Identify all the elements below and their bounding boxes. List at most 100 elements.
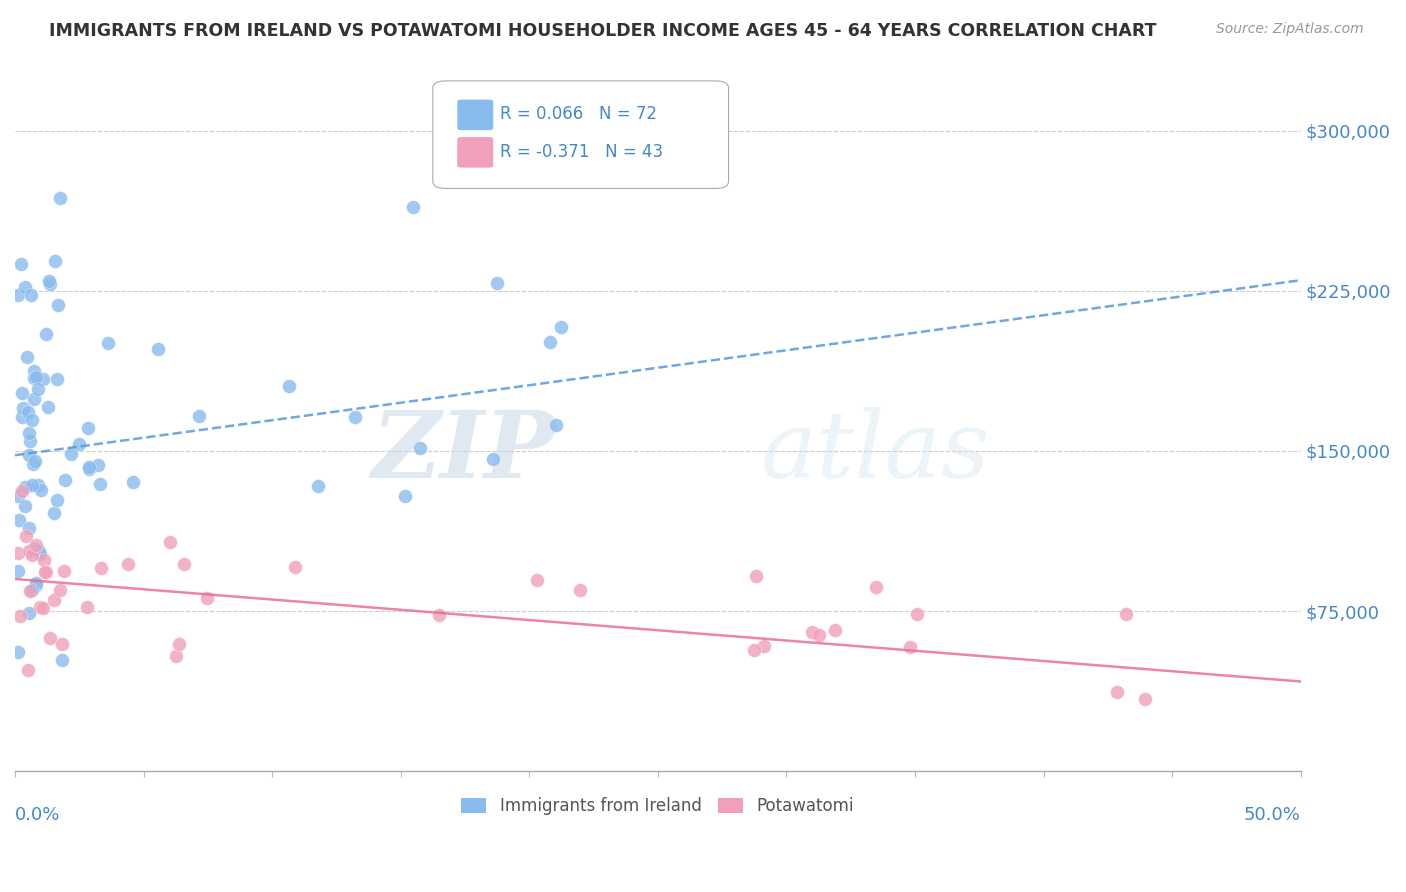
Point [32,372,55,386]
FancyBboxPatch shape [457,137,494,168]
Point [824,623,846,637]
Point [24,454,46,468]
Point [344,410,367,425]
Point [44,506,66,520]
Point [8,513,31,527]
Point [898,640,921,654]
Point [45,493,67,508]
Point [44,254,66,268]
Point [284,560,307,574]
Point [28,548,51,562]
Point [742,643,765,657]
Point [38,274,60,288]
Point [49,582,72,597]
Point [28,599,51,614]
Point [96,336,118,351]
Point [17,426,39,441]
Point [807,627,830,641]
Point [11,410,34,425]
Point [77,421,100,435]
Point [38,631,60,645]
Point [17,405,39,419]
Point [25,578,48,592]
Point [117,557,139,571]
Point [28,543,51,558]
Point [24,370,46,384]
Text: R = 0.066   N = 72: R = 0.066 N = 72 [499,105,657,123]
Point [121,475,143,489]
Point [6,645,28,659]
Point [51,653,73,667]
Point [278,379,301,393]
Point [46,372,69,386]
Point [67,437,90,451]
Point [18,448,41,462]
FancyBboxPatch shape [457,100,494,130]
Point [27,478,49,492]
Point [146,342,169,356]
Point [169,637,191,651]
Point [394,489,416,503]
Point [49,191,72,205]
Point [30,483,52,497]
Point [485,276,508,290]
Point [6,546,28,560]
Point [569,583,592,598]
Text: atlas: atlas [761,407,990,497]
Point [90,561,112,575]
Point [1115,607,1137,622]
Point [544,417,567,432]
Point [11,401,34,415]
Point [14,480,37,494]
Point [21,478,44,492]
Point [35,326,58,341]
Point [22,364,45,378]
Point [77,462,100,476]
Point [526,574,548,588]
Legend: Immigrants from Ireland, Potawatomi: Immigrants from Ireland, Potawatomi [454,790,860,822]
Point [46,298,69,312]
Text: IMMIGRANTS FROM IRELAND VS POTAWATOMI HOUSEHOLDER INCOME AGES 45 - 64 YEARS CORR: IMMIGRANTS FROM IRELAND VS POTAWATOMI HO… [49,22,1157,40]
Point [1105,685,1128,699]
Point [754,639,776,653]
Point [37,401,59,415]
Point [18,521,41,535]
Text: R = -0.371   N = 43: R = -0.371 N = 43 [499,143,662,161]
Point [865,581,887,595]
Point [21,412,44,426]
Point [195,591,218,606]
Point [10,257,32,271]
Point [27,382,49,396]
Point [24,538,46,552]
Point [89,476,111,491]
Point [86,458,108,473]
Point [20,582,42,597]
Point [17,663,39,677]
Point [538,335,561,350]
Point [801,625,824,640]
Point [482,451,505,466]
Point [22,392,45,406]
Point [21,548,44,562]
Point [6,288,28,302]
Point [42,593,65,607]
Point [24,371,46,385]
Point [32,553,55,567]
Point [34,566,56,580]
Point [187,409,209,423]
Point [1133,691,1156,706]
Point [32,600,55,615]
Text: 0.0%: 0.0% [15,805,60,824]
Point [15,529,38,543]
Point [39,277,62,292]
Point [21,457,44,471]
Point [409,441,432,455]
Point [11,386,34,401]
Point [159,534,181,549]
Point [14,500,37,514]
Point [53,473,76,487]
Point [18,434,41,449]
Point [51,637,73,651]
Point [18,607,41,621]
Point [15,350,38,364]
